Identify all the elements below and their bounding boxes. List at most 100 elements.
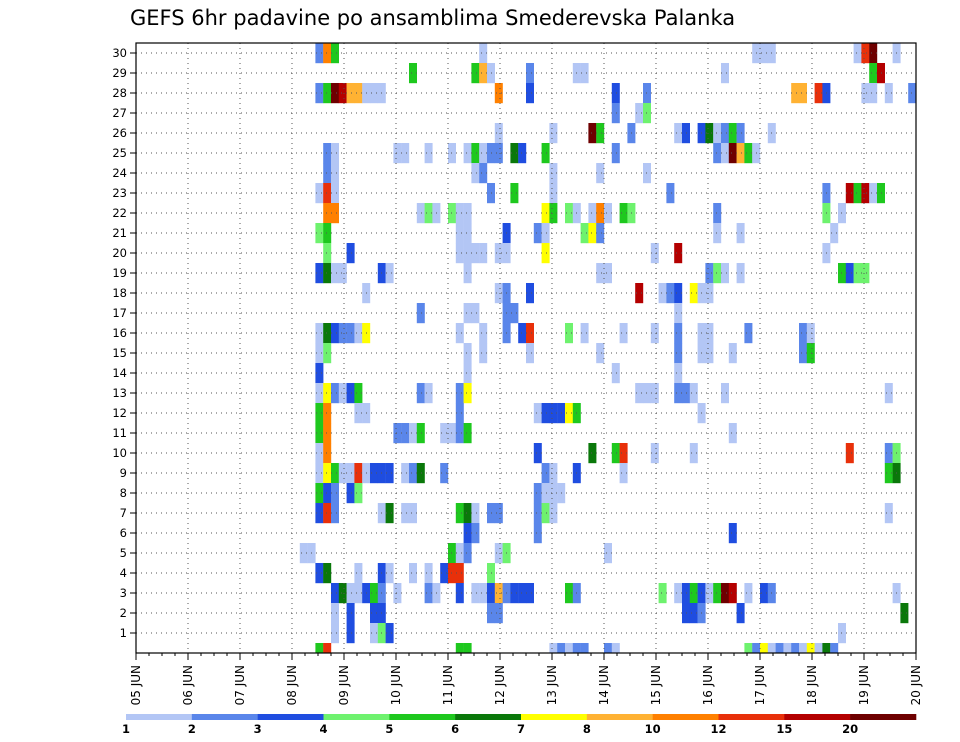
colorbar-label: 12 — [710, 722, 726, 736]
heatmap-cell — [323, 43, 332, 64]
heatmap-cell — [526, 343, 534, 364]
colorbar-label: 5 — [385, 722, 393, 736]
heatmap-cell — [346, 83, 355, 104]
heatmap-cell — [331, 323, 339, 344]
heatmap-cell — [635, 103, 644, 124]
heatmap-cell — [666, 183, 675, 204]
heatmap-cell — [728, 343, 737, 364]
colorbar-swatch — [784, 714, 851, 720]
heatmap-cell — [393, 423, 402, 444]
heatmap-cell — [510, 303, 519, 324]
y-tick-label: 20 — [112, 246, 127, 260]
heatmap-cell — [494, 243, 503, 264]
heatmap-cell — [346, 463, 355, 484]
heatmap-cell — [354, 483, 363, 504]
heatmap-cell — [728, 583, 737, 604]
heatmap-cell — [674, 323, 683, 344]
heatmap-cell — [861, 183, 870, 204]
heatmap-cell — [565, 583, 573, 604]
heatmap-cell — [299, 543, 308, 564]
heatmap-cell — [424, 203, 433, 224]
heatmap-cell — [783, 643, 792, 654]
x-tick-label: 20 JUN — [909, 665, 923, 705]
heatmap-cell — [689, 443, 698, 464]
heatmap-cell — [409, 463, 417, 484]
heatmap-cell — [791, 643, 800, 654]
y-tick-label: 14 — [112, 366, 127, 380]
heatmap-cell — [331, 83, 339, 104]
heatmap-cell — [494, 603, 503, 624]
dotted-grid — [136, 43, 916, 653]
heatmap-cell — [479, 63, 488, 84]
heatmap-cell — [580, 643, 589, 654]
y-tick-label: 19 — [112, 266, 127, 280]
heatmap-cell — [479, 143, 488, 164]
y-tick-label: 26 — [112, 126, 127, 140]
heatmap-cell — [674, 123, 683, 144]
heatmap-cell — [331, 183, 339, 204]
heatmap-cell — [479, 163, 488, 184]
y-tick-label: 27 — [112, 106, 127, 120]
heatmap-cell — [713, 143, 722, 164]
colorbar-swatch — [718, 714, 785, 720]
heatmap-cell — [884, 383, 893, 404]
heatmap-cell — [674, 243, 683, 264]
y-tick-label: 9 — [120, 466, 127, 480]
heatmap-cell — [572, 643, 581, 654]
heatmap-cell — [596, 203, 605, 224]
heatmap-cell — [463, 203, 472, 224]
heatmap-cell — [689, 583, 698, 604]
heatmap-cell — [713, 583, 722, 604]
heatmap-cell — [331, 383, 339, 404]
heatmap-cell — [736, 263, 745, 284]
heatmap-cell — [510, 143, 519, 164]
heatmap-cell — [674, 303, 683, 324]
heatmap-cell — [323, 403, 332, 424]
heatmap-cell — [494, 543, 503, 564]
heatmap-cell — [471, 143, 480, 164]
heatmap-cell — [409, 63, 417, 84]
heatmap-cell — [674, 343, 683, 364]
heatmap-cell — [557, 643, 566, 654]
heatmap-cell — [323, 223, 332, 244]
heatmap-cell — [533, 443, 542, 464]
heatmap-cell — [479, 323, 488, 344]
chart-title: GEFS 6hr padavine po ansamblima Smederev… — [130, 6, 736, 30]
heatmap-cell — [455, 643, 464, 654]
heatmap-cell — [315, 423, 324, 444]
heatmap-cell — [533, 483, 542, 504]
y-tick-label: 2 — [120, 606, 127, 620]
colorbar-label: 4 — [319, 722, 327, 736]
heatmap-cell — [315, 563, 324, 584]
y-tick-label: 24 — [112, 166, 127, 180]
heatmap-cell — [549, 183, 558, 204]
colorbar-swatch — [455, 714, 522, 720]
heatmap-cell — [853, 43, 862, 64]
colorbar-swatch — [652, 714, 719, 720]
x-tick-label: 08 JUN — [285, 665, 299, 705]
heatmap-cell — [323, 503, 332, 524]
heatmap-cell — [541, 243, 550, 264]
heatmap-cell — [541, 223, 550, 244]
heatmap-cell — [541, 403, 550, 424]
heatmap-cell — [385, 563, 394, 584]
heatmap-cell — [830, 643, 839, 654]
heatmap-cell — [494, 143, 503, 164]
heatmap-cell — [463, 263, 472, 284]
colorbar-swatch — [323, 714, 390, 720]
heatmap-cell — [604, 543, 612, 564]
heatmap-cell — [323, 323, 332, 344]
colorbar-label: 10 — [645, 722, 661, 736]
colorbar-label: 6 — [451, 722, 459, 736]
heatmap-cell — [346, 603, 355, 624]
heatmap-cell — [549, 123, 558, 144]
heatmap-cell — [565, 643, 573, 654]
heatmap-cell — [323, 643, 332, 654]
heatmap-cell — [331, 603, 339, 624]
heatmap-cell — [315, 643, 324, 654]
heatmap-cell — [315, 463, 324, 484]
heatmap-cell — [713, 263, 722, 284]
heatmap-cell — [331, 463, 339, 484]
heatmap-cell — [760, 643, 768, 654]
heatmap-cell — [354, 463, 363, 484]
